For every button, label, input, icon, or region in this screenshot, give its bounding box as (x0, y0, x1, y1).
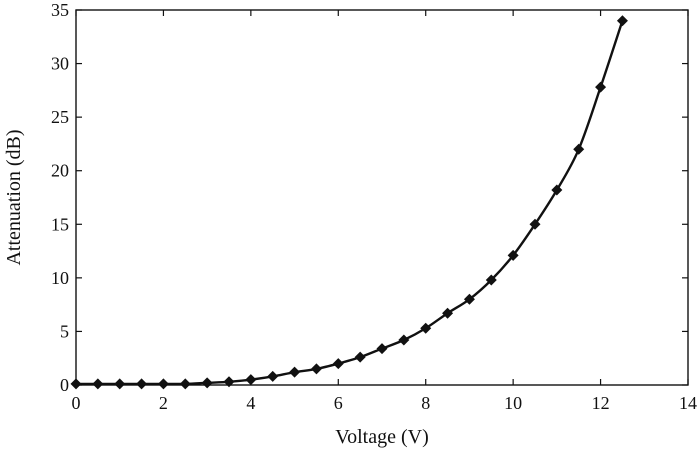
data-point-marker (616, 15, 628, 27)
x-tick-label: 14 (679, 393, 697, 413)
y-tick-label: 5 (60, 321, 69, 341)
plot-frame (75, 9, 689, 386)
data-point-marker (332, 358, 344, 370)
data-point-marker (136, 378, 148, 390)
x-tick-label: 0 (72, 393, 81, 413)
data-point-marker (442, 307, 454, 319)
data-point-marker (267, 370, 279, 382)
x-tick-label: 2 (159, 393, 168, 413)
x-tick-label: 10 (504, 393, 522, 413)
data-point-marker (289, 366, 301, 378)
data-point-marker (595, 81, 607, 93)
y-tick-label: 15 (51, 214, 69, 234)
data-point-marker (201, 377, 213, 389)
data-point-marker (529, 218, 541, 230)
data-point-marker (354, 351, 366, 363)
x-tick-label: 8 (421, 393, 430, 413)
data-point-marker (507, 249, 519, 261)
series-line (74, 19, 624, 386)
y-tick-label: 20 (51, 161, 69, 181)
y-tick-label: 30 (51, 54, 69, 74)
data-point-marker (573, 143, 585, 155)
x-tick-label: 6 (334, 393, 343, 413)
y-axis-title: Attenuation (dB) (3, 129, 25, 265)
data-point-marker (420, 322, 432, 334)
data-point-marker (463, 293, 475, 305)
data-point-marker (398, 334, 410, 346)
data-point-marker (114, 378, 126, 390)
series-layer (70, 15, 628, 390)
x-tick-label: 4 (246, 393, 255, 413)
x-axis-title: Voltage (V) (335, 426, 429, 448)
data-point-marker (92, 378, 104, 390)
data-point-marker (485, 274, 497, 286)
data-point-marker (179, 378, 191, 390)
y-tick-label: 10 (51, 268, 69, 288)
y-tick-label: 0 (60, 375, 69, 395)
y-tick-label: 35 (51, 0, 69, 20)
data-point-marker (310, 363, 322, 375)
data-point-marker (157, 378, 169, 390)
x-tick-label: 12 (592, 393, 610, 413)
y-tick-label: 25 (51, 107, 69, 127)
data-point-marker (551, 184, 563, 196)
data-point-marker (245, 374, 257, 386)
data-point-marker (376, 343, 388, 355)
